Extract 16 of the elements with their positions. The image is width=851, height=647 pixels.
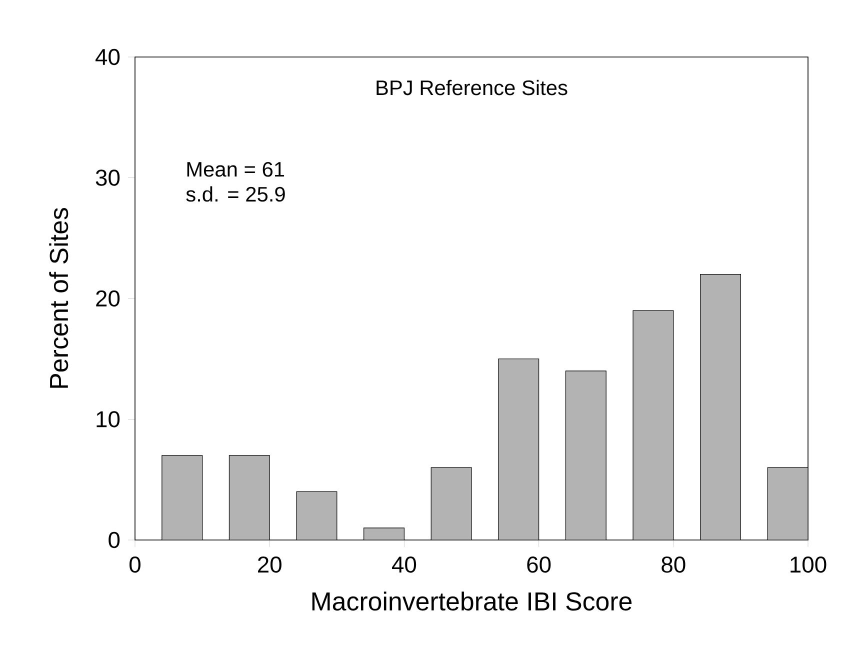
- y-tick-label: 0: [108, 532, 120, 548]
- x-axis-title: Macroinvertebrate IBI Score: [312, 592, 632, 611]
- x-tick-label: 40: [392, 556, 416, 573]
- x-tick-label: 60: [527, 556, 551, 573]
- annotation: Mean = 61: [187, 162, 284, 177]
- y-tick-label: 10: [96, 411, 120, 428]
- x-tick-label: 20: [258, 556, 282, 573]
- x-tick-label: 100: [790, 556, 826, 573]
- y-tick-label: 40: [96, 48, 120, 66]
- y-tick-label: 30: [96, 170, 120, 186]
- x-tick-label: 0: [130, 556, 140, 573]
- text: BPJ Reference Sites: [376, 80, 568, 96]
- x-tick-label: 80: [662, 556, 686, 573]
- y-tick-label: 20: [96, 290, 120, 307]
- annotation: s.d. = 25.9: [186, 186, 285, 202]
- y-axis-title: Percent of Sites: [49, 208, 68, 388]
